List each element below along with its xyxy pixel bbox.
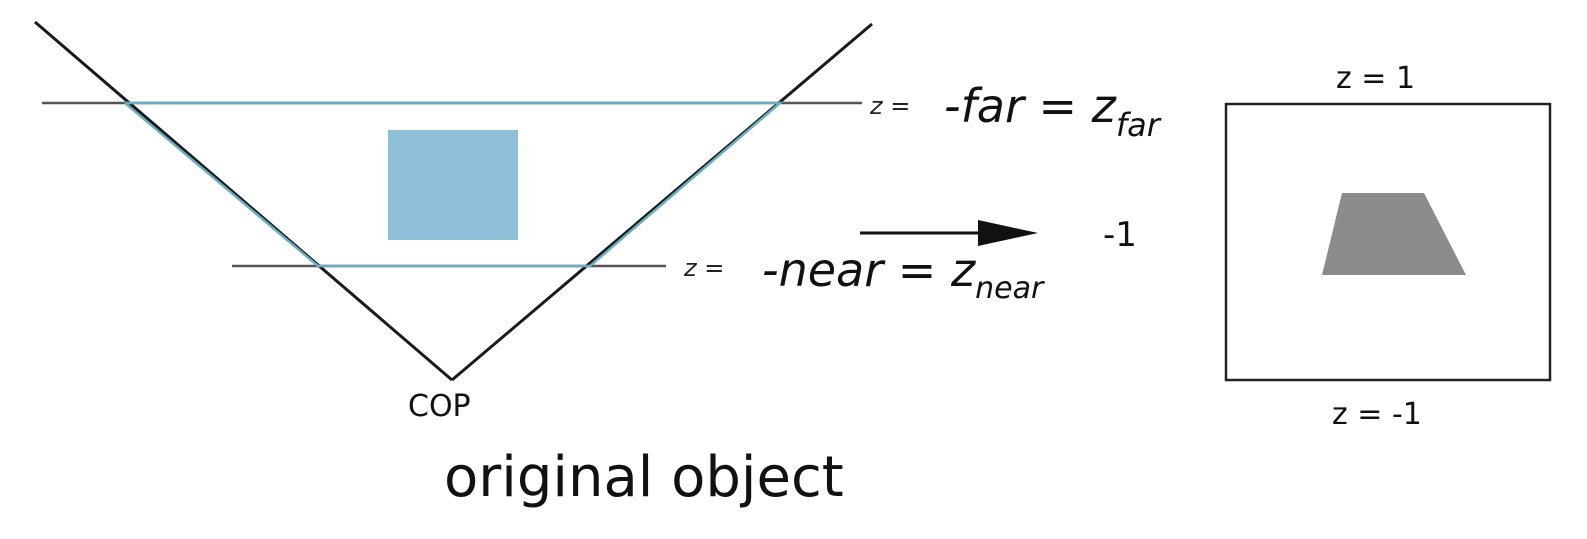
- cop-label: COP: [408, 389, 471, 424]
- transform-arrow-head: [978, 220, 1038, 246]
- ndc-box: [1224, 102, 1552, 382]
- frustum-right-edge: [451, 22, 873, 382]
- projected-object-trapezoid: [1322, 193, 1466, 275]
- far-expression-main: -far = z: [944, 79, 1117, 133]
- original-object-square: [388, 130, 518, 240]
- frustum-left-edge: [34, 20, 453, 382]
- arrow-value: -1: [1103, 215, 1137, 255]
- near-expression: -near = znear: [762, 243, 1045, 306]
- view-volume-outline: [124, 101, 784, 268]
- near-z-prefix: z =: [683, 254, 724, 282]
- far-expression-sub: far: [1116, 106, 1162, 144]
- far-expression: -far = zfar: [944, 79, 1162, 144]
- caption: original object: [444, 445, 844, 510]
- far-z-prefix: z =: [869, 92, 910, 120]
- ndc-bottom-label: z = -1: [1332, 397, 1422, 432]
- near-expression-sub: near: [975, 271, 1045, 306]
- near-expression-main: -near = z: [762, 243, 976, 297]
- ndc-top-label: z = 1: [1336, 61, 1415, 96]
